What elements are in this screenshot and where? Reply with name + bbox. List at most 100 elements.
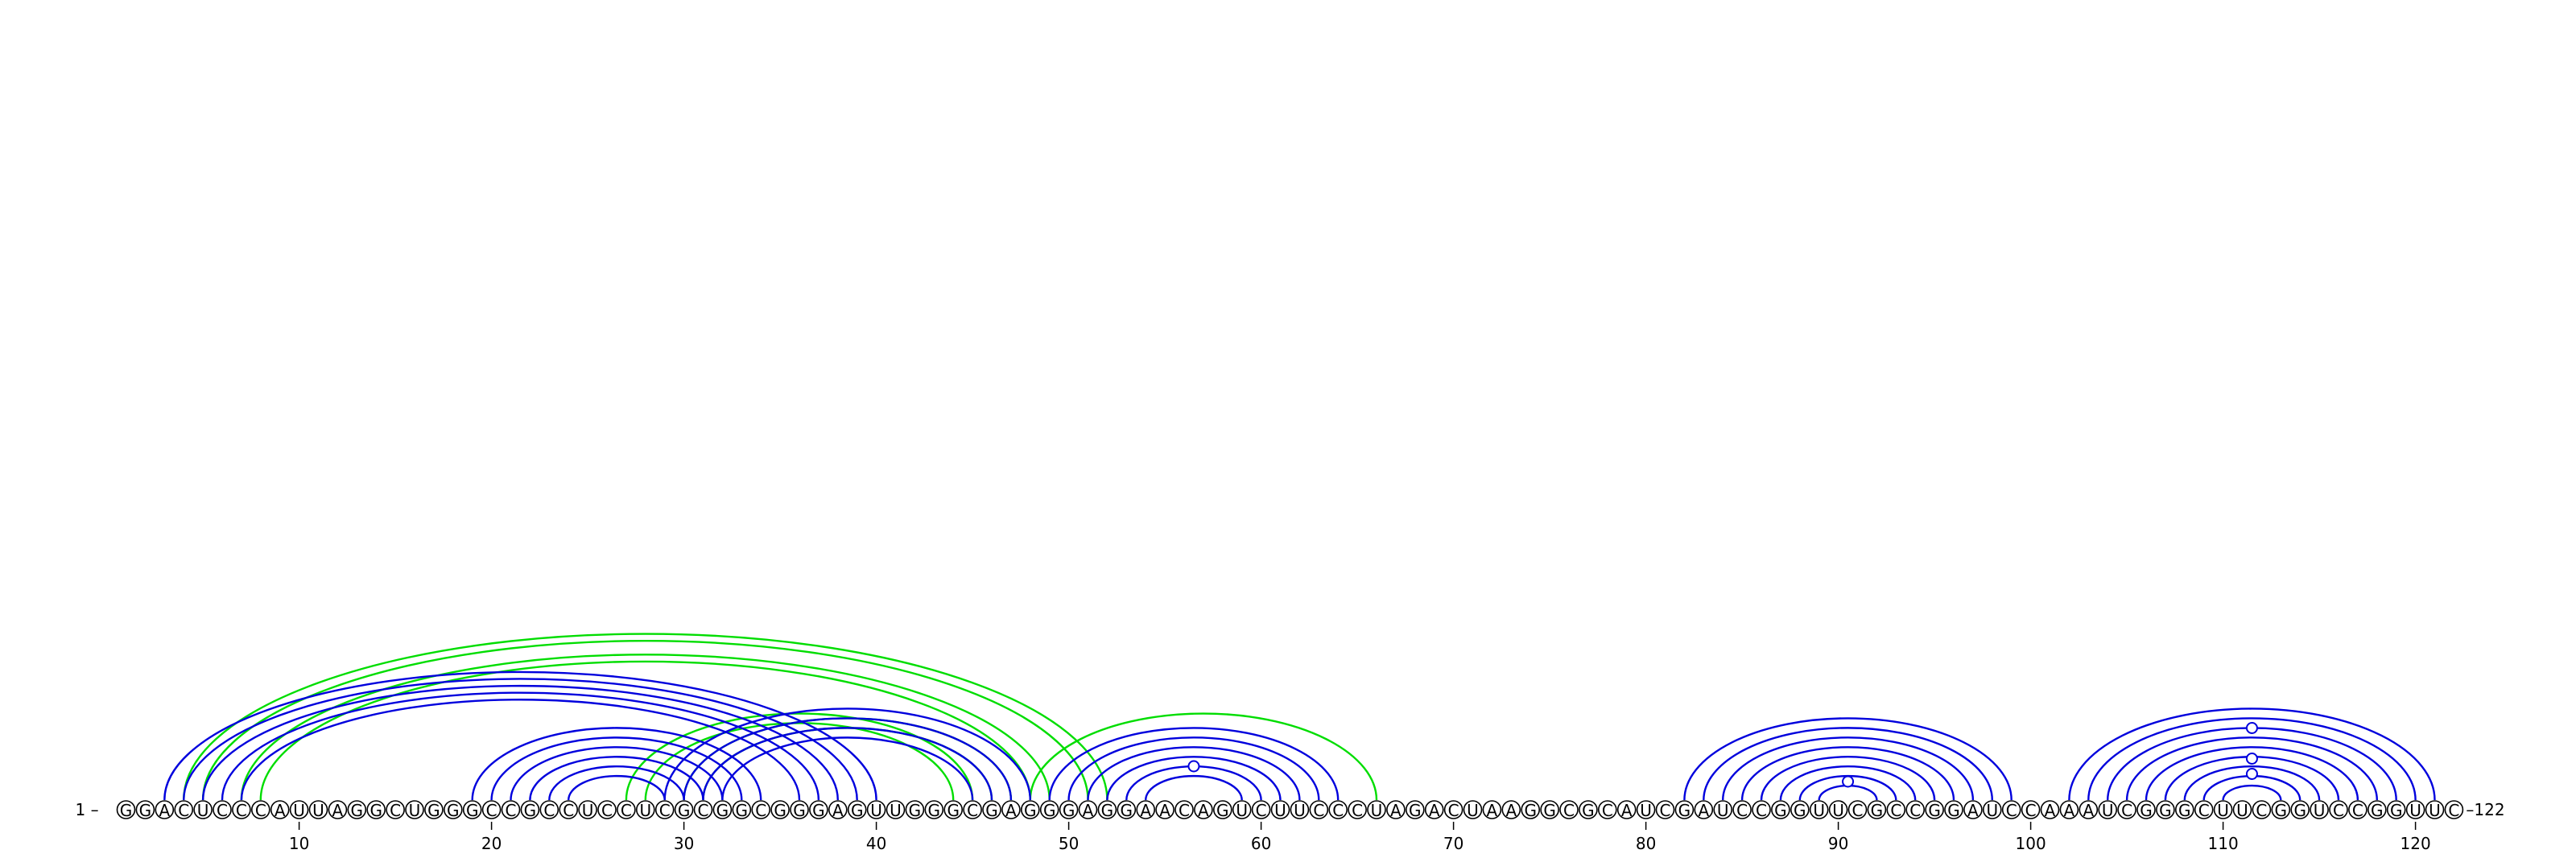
nucleotide-circle	[1655, 800, 1675, 819]
nucleotide-circle	[1828, 800, 1848, 819]
nucleotide-72: A	[1482, 800, 1502, 820]
nucleotide-20: C	[481, 800, 502, 820]
nucleotide-5: U	[193, 800, 213, 820]
nucleotide-letter: U	[1832, 801, 1844, 820]
nucleotide-circle	[2444, 800, 2464, 819]
nucleotide-letter: U	[1236, 801, 1248, 820]
nucleotide-letter: A	[275, 801, 286, 820]
nucleotide-10: U	[289, 800, 309, 820]
nucleotide-letter: G	[1871, 801, 1884, 820]
nucleotide-14: G	[366, 800, 386, 820]
nucleotide-3: A	[155, 800, 175, 820]
gu-marker-4	[2245, 753, 2258, 765]
nucleotide-17: G	[424, 800, 444, 820]
nucleotide-13: G	[347, 800, 367, 820]
nucleotide-117: C	[2348, 800, 2368, 820]
nucleotide-letter: A	[2083, 801, 2094, 820]
nucleotide-circle	[866, 800, 886, 819]
nucleotide-circle	[2079, 800, 2099, 819]
nucleotide-62: U	[1290, 800, 1310, 820]
nucleotide-37: G	[809, 800, 828, 820]
nucleotide-letter: C	[755, 801, 766, 820]
nucleotide-circle	[1559, 800, 1579, 819]
nucleotide-30: G	[674, 800, 694, 820]
nucleotide-119: G	[2386, 800, 2406, 820]
nucleotide-circle	[405, 800, 424, 819]
nucleotide-circle	[1867, 800, 1887, 819]
nucleotide-circle	[1290, 800, 1310, 819]
nucleotide-letter: G	[678, 801, 691, 820]
nucleotide-94: C	[1905, 800, 1925, 820]
nucleotide-8: C	[250, 800, 270, 820]
nucleotide-circle	[712, 800, 733, 819]
nucleotide-81: C	[1655, 800, 1675, 820]
nucleotide-109: C	[2194, 800, 2214, 820]
nucleotide-letter: G	[120, 801, 133, 820]
nucleotide-letter: G	[1774, 801, 1787, 820]
tick-label-120: 120	[2401, 834, 2431, 853]
primary-pair-arc-102-121	[2068, 707, 2436, 801]
primary-pair-arc-86-95	[1760, 756, 1936, 801]
nucleotide-circle	[2040, 800, 2060, 819]
nucleotide-letter: C	[1909, 801, 1921, 820]
nucleotide-103: A	[2079, 800, 2099, 820]
nucleotide-circle	[1540, 800, 1559, 819]
nucleotide-107: G	[2156, 800, 2175, 820]
nucleotide-letter: G	[1947, 801, 1960, 820]
nucleotide-41: U	[886, 800, 906, 820]
nucleotide-letter: U	[2429, 801, 2441, 820]
nucleotide-circle	[270, 800, 290, 819]
nucleotide-66: U	[1367, 800, 1386, 820]
nucleotide-letter: A	[159, 801, 170, 820]
nucleotide-101: A	[2040, 800, 2060, 820]
nucleotide-letter: C	[1448, 801, 1459, 820]
nucleotide-circle	[250, 800, 270, 819]
nucleotide-letter: C	[2198, 801, 2210, 820]
nucleotide-circle	[1983, 800, 2002, 819]
nucleotide-letter: G	[1024, 801, 1037, 820]
sequence-end-label: –122	[2466, 800, 2504, 819]
tick-label-70: 70	[1443, 834, 1463, 853]
nucleotide-letter: C	[217, 801, 228, 820]
nucleotide-letter: A	[1487, 801, 1498, 820]
nucleotide-letter: G	[139, 801, 152, 820]
nucleotide-99: C	[2001, 800, 2021, 820]
nucleotide-letter: C	[255, 801, 266, 820]
nucleotide-circle	[635, 800, 655, 819]
nucleotide-letter: G	[1043, 801, 1056, 820]
alternative-pair-arc-8-48	[259, 660, 1031, 801]
nucleotide-letter: G	[985, 801, 998, 820]
nucleotide-circle	[1367, 800, 1386, 819]
nucleotide-68: G	[1406, 800, 1425, 820]
nucleotide-circle	[520, 800, 540, 819]
nucleotide-circle	[1424, 800, 1444, 819]
nucleotide-circle	[366, 800, 386, 819]
nucleotide-letter: C	[236, 801, 247, 820]
nucleotide-circle	[2098, 800, 2117, 819]
nucleotide-letter: U	[1371, 801, 1383, 820]
alternative-pair-arc-7-49	[240, 654, 1051, 801]
nucleotide-circle	[559, 800, 579, 819]
nucleotide-letter: C	[2121, 801, 2132, 820]
nucleotide-circle	[963, 800, 982, 819]
nucleotide-circle	[1905, 800, 1925, 819]
nucleotide-64: C	[1328, 800, 1348, 820]
nucleotide-letter: G	[2275, 801, 2288, 820]
nucleotide-circle	[1752, 800, 1771, 819]
nucleotide-4: C	[174, 800, 193, 820]
nucleotide-circle	[1078, 800, 1098, 819]
nucleotide-53: G	[1117, 800, 1137, 820]
nucleotide-50: G	[1059, 800, 1079, 820]
nucleotide-26: C	[597, 800, 617, 820]
nucleotide-73: A	[1501, 800, 1521, 820]
nucleotide-letter: U	[1640, 801, 1652, 820]
nucleotide-105: C	[2117, 800, 2136, 820]
nucleotide-circle	[2001, 800, 2021, 819]
nucleotide-15: C	[386, 800, 405, 820]
nucleotide-circle	[905, 800, 925, 819]
nucleotide-61: U	[1270, 800, 1290, 820]
primary-pair-arc-89-92	[1818, 784, 1878, 801]
nucleotide-letter: U	[1467, 801, 1479, 820]
nucleotide-29: C	[654, 800, 675, 820]
